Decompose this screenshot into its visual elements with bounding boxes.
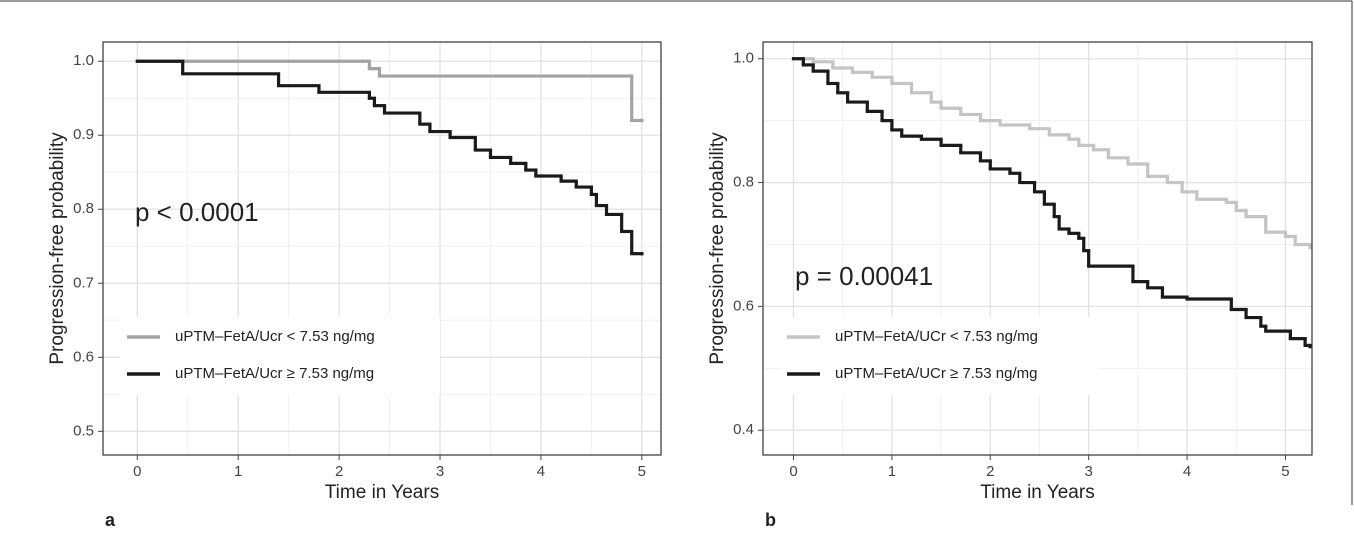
x-tick-label: 5	[638, 463, 646, 480]
plot-border	[762, 41, 1313, 456]
panel-label: b	[765, 510, 776, 530]
x-axis-title: Time in Years	[325, 482, 439, 503]
legend-label: uPTM–FetA/UCr < 7.53 ng/mg	[835, 328, 1038, 345]
x-tick-label: 4	[537, 463, 545, 480]
plot-border	[102, 41, 662, 456]
x-tick-label: 5	[1281, 463, 1289, 480]
y-tick-label: 0.5	[73, 422, 94, 439]
y-tick-label: 0.7	[73, 274, 94, 291]
y-tick-label: 0.8	[73, 200, 94, 217]
x-tick-label: 2	[986, 463, 994, 480]
x-tick-label: 3	[436, 463, 444, 480]
x-tick-label: 3	[1084, 463, 1092, 480]
y-tick-label: 1.0	[733, 50, 754, 67]
annotation: p < 0.0001	[135, 197, 259, 227]
y-tick-label: 0.8	[733, 174, 754, 191]
x-tick-label: 1	[888, 463, 896, 480]
x-tick-label: 0	[789, 463, 797, 480]
y-tick-label: 0.6	[733, 297, 754, 314]
x-tick-label: 2	[335, 463, 343, 480]
legend-label: uPTM–FetA/Ucr ≥ 7.53 ng/mg	[175, 365, 374, 382]
y-axis-title: Progression-free probability	[47, 132, 68, 365]
y-tick-label: 0.9	[73, 126, 94, 143]
legend-label: uPTM–FetA/Ucr < 7.53 ng/mg	[175, 328, 375, 345]
legend-background	[120, 317, 440, 395]
panel-label: a	[105, 510, 116, 530]
x-tick-label: 4	[1183, 463, 1191, 480]
legend-background	[780, 317, 1100, 395]
legend-label: uPTM–FetA/UCr ≥ 7.53 ng/mg	[835, 365, 1037, 382]
x-tick-label: 1	[234, 463, 242, 480]
x-tick-label: 0	[133, 463, 141, 480]
y-tick-label: 1.0	[73, 52, 94, 69]
y-axis-title: Progression-free probability	[707, 132, 728, 365]
annotation: p = 0.00041	[795, 261, 933, 291]
y-tick-label: 0.4	[733, 421, 754, 438]
x-axis-title: Time in Years	[980, 482, 1094, 503]
y-tick-label: 0.6	[73, 348, 94, 365]
